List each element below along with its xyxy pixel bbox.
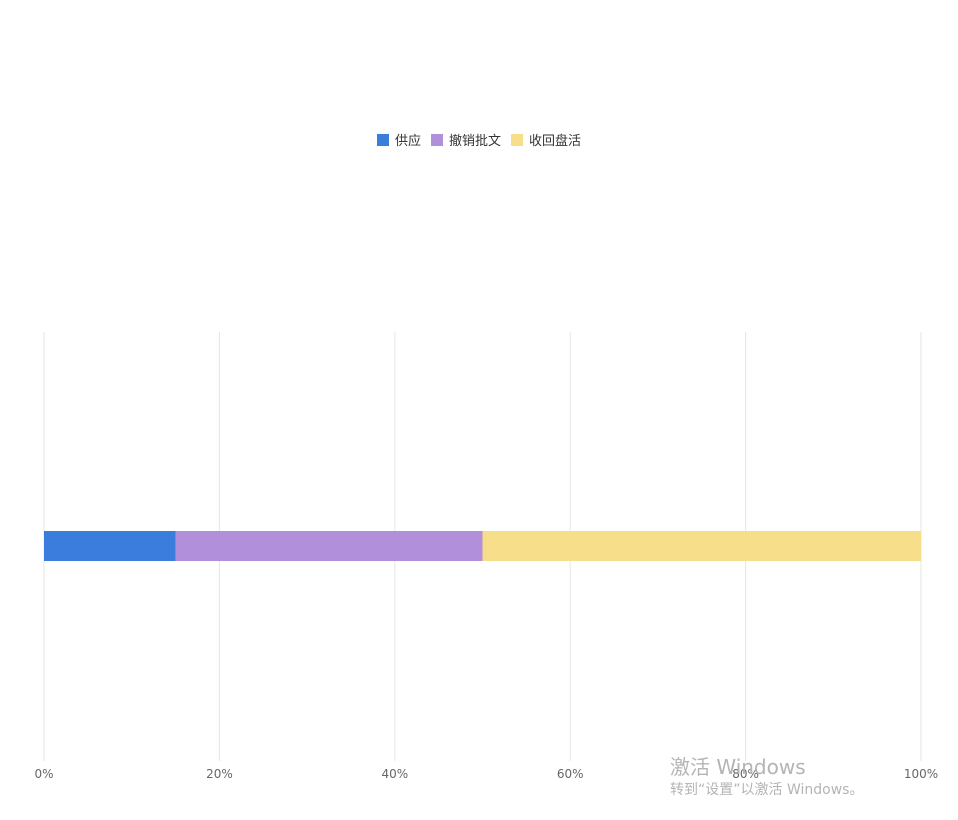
legend-swatch: [511, 133, 523, 146]
legend-label: 收回盘活: [529, 134, 582, 149]
bar-segment[interactable]: [175, 531, 483, 561]
x-tick-label: 40%: [381, 767, 408, 781]
x-tick-label: 20%: [206, 767, 233, 781]
legend-label: 撤销批文: [448, 134, 501, 149]
chart-legend: 供应 撤销批文 收回盘活: [0, 130, 958, 149]
legend-swatch: [430, 133, 443, 146]
x-tick-label: 0%: [34, 767, 53, 781]
bar-segment[interactable]: [482, 531, 922, 561]
bar-segment[interactable]: [44, 531, 176, 561]
legend-swatch: [376, 133, 389, 146]
legend-item[interactable]: 撤销批文: [430, 130, 501, 149]
legend-item[interactable]: 供应: [376, 130, 421, 149]
legend-item[interactable]: 收回盘活: [511, 130, 581, 149]
x-tick-label: 60%: [557, 767, 584, 781]
x-tick-label: 100%: [904, 767, 938, 781]
x-tick-label: 80%: [732, 767, 759, 781]
legend-label: 供应: [394, 134, 421, 149]
